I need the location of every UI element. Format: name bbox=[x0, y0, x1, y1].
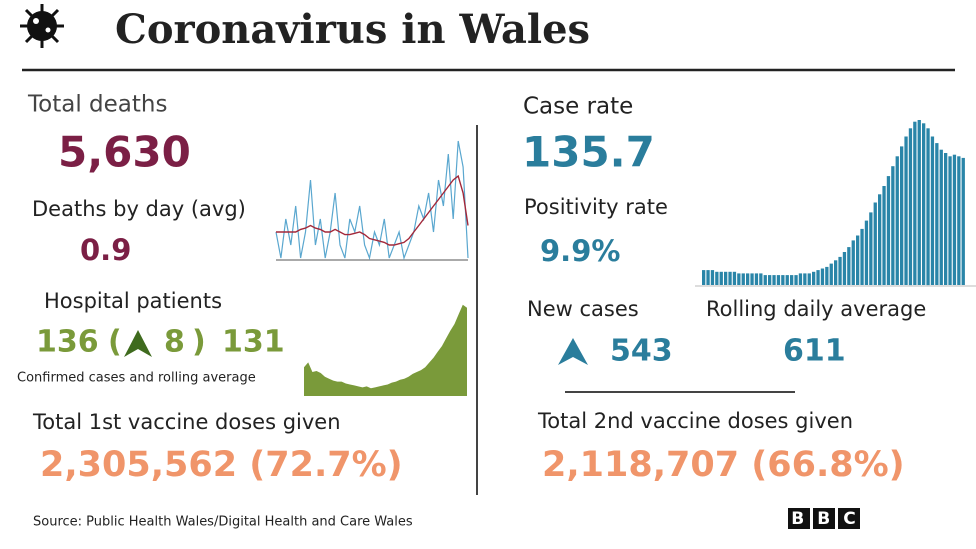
value: 8 bbox=[164, 325, 185, 360]
bar bbox=[772, 275, 776, 285]
title: Coronavirus in Wales bbox=[115, 6, 590, 53]
area bbox=[304, 304, 467, 396]
bar bbox=[922, 123, 926, 285]
value: 2,118,707 (66.8%) bbox=[542, 445, 905, 485]
bar bbox=[957, 156, 961, 285]
bar bbox=[825, 266, 829, 285]
up-arrow bbox=[558, 338, 588, 365]
logo-box bbox=[838, 508, 860, 529]
bar bbox=[952, 154, 957, 285]
caption: Confirmed cases and rolling average bbox=[17, 371, 256, 386]
bar bbox=[754, 273, 759, 285]
bar bbox=[908, 128, 913, 286]
bar bbox=[776, 275, 781, 285]
bar bbox=[917, 120, 921, 285]
bar bbox=[724, 271, 728, 285]
bar bbox=[803, 273, 807, 285]
value: ) bbox=[192, 325, 206, 360]
value: 0.9 bbox=[80, 233, 131, 267]
bar bbox=[891, 166, 895, 285]
bar bbox=[785, 275, 789, 285]
bar bbox=[900, 146, 904, 285]
source: Source: Public Health Wales/Digital Heal… bbox=[33, 515, 413, 530]
bar bbox=[878, 194, 882, 286]
bar bbox=[944, 153, 948, 285]
value: 2,305,562 (72.7%) bbox=[40, 445, 403, 485]
bar bbox=[895, 156, 899, 285]
up-arrow bbox=[124, 330, 152, 357]
bar bbox=[838, 256, 842, 285]
value: 611 bbox=[783, 334, 846, 369]
label: Case rate bbox=[523, 94, 633, 120]
bar bbox=[882, 186, 886, 285]
value: 131 bbox=[222, 325, 285, 360]
bbc-logo: BBC bbox=[788, 508, 868, 529]
value: 543 bbox=[610, 334, 673, 369]
bar bbox=[702, 270, 706, 285]
logo-box bbox=[788, 508, 810, 529]
bar bbox=[904, 136, 908, 285]
bar bbox=[719, 271, 723, 285]
bar bbox=[820, 268, 825, 285]
bar bbox=[864, 220, 869, 285]
bar bbox=[860, 228, 864, 285]
bar bbox=[763, 275, 767, 285]
label: Total deaths bbox=[27, 92, 167, 118]
bar bbox=[741, 273, 745, 285]
value: 5,630 bbox=[58, 128, 191, 177]
line bbox=[275, 140, 469, 261]
label: Total 1st vaccine doses given bbox=[32, 410, 341, 434]
bar bbox=[847, 247, 851, 285]
bar bbox=[715, 271, 719, 285]
label: Total 2nd vaccine doses given bbox=[537, 409, 853, 433]
bar bbox=[851, 240, 855, 285]
bar bbox=[873, 202, 877, 285]
value: 9.9% bbox=[540, 234, 620, 268]
bar bbox=[812, 271, 816, 285]
bar bbox=[939, 149, 943, 285]
bar bbox=[926, 128, 930, 286]
label: Hospital patients bbox=[44, 289, 222, 313]
label: Deaths by day (avg) bbox=[32, 197, 246, 221]
label: Rolling daily average bbox=[706, 297, 926, 321]
bar bbox=[728, 271, 732, 285]
bar bbox=[732, 271, 737, 285]
bar bbox=[794, 275, 798, 285]
virus-icon bbox=[20, 4, 64, 48]
bar bbox=[869, 212, 873, 285]
bar bbox=[913, 121, 917, 285]
bar bbox=[750, 273, 754, 285]
bar bbox=[768, 275, 772, 285]
bar bbox=[798, 273, 803, 285]
logo-box bbox=[813, 508, 835, 529]
bar bbox=[790, 275, 794, 285]
bar bbox=[856, 235, 860, 285]
bar bbox=[807, 273, 811, 285]
bar bbox=[746, 273, 750, 285]
bar bbox=[930, 136, 935, 285]
bar bbox=[737, 273, 741, 285]
bar bbox=[842, 252, 847, 285]
value: ( bbox=[108, 325, 122, 360]
label: New cases bbox=[527, 297, 639, 321]
bar bbox=[710, 270, 715, 285]
bar bbox=[781, 275, 785, 285]
bar bbox=[948, 156, 952, 285]
bar bbox=[706, 270, 710, 285]
value: 135.7 bbox=[522, 128, 655, 177]
bar bbox=[834, 260, 838, 286]
bar bbox=[829, 263, 833, 285]
bar bbox=[961, 157, 965, 285]
value: 136 bbox=[36, 325, 99, 360]
bar bbox=[759, 273, 763, 285]
bar bbox=[816, 270, 820, 285]
bar bbox=[886, 176, 891, 285]
line bbox=[276, 174, 469, 246]
label: Positivity rate bbox=[524, 195, 668, 219]
bar bbox=[935, 143, 939, 285]
logo-text: BBC bbox=[791, 509, 868, 529]
